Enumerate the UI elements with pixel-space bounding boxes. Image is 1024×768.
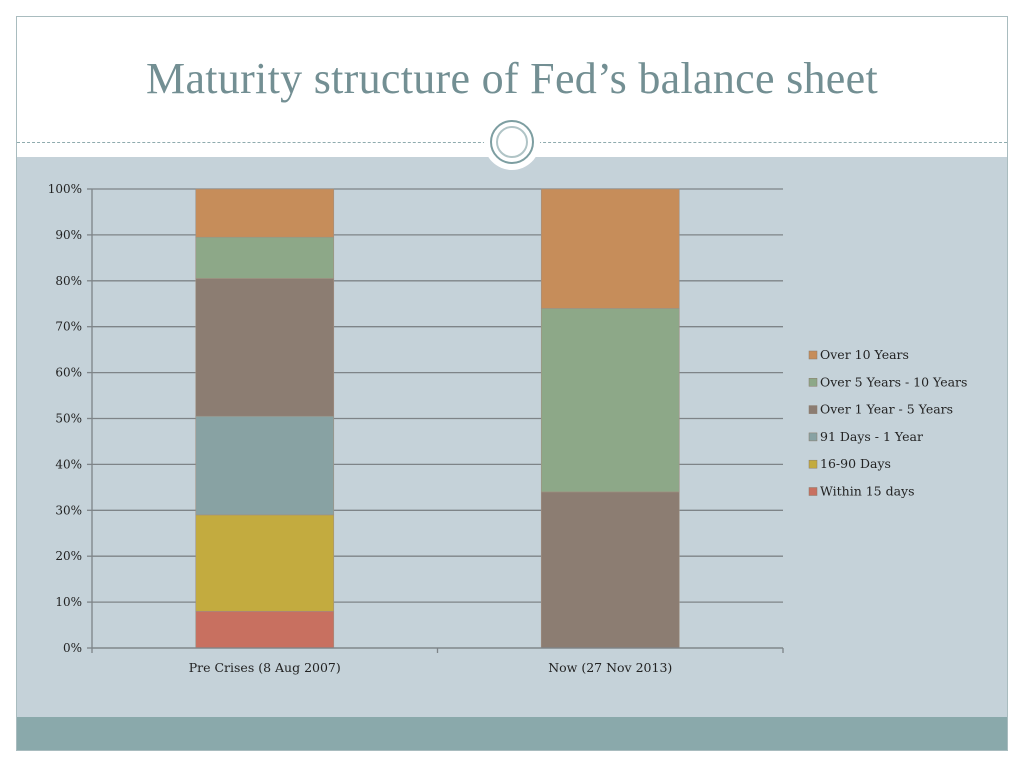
y-tick-label: 20%	[55, 549, 82, 563]
bar-segment	[195, 278, 335, 417]
stacked-bar-chart: 0% 10% 20% 30% 40% 50% 60% 70% 80% 90% 100% Pre Cri…	[48, 182, 968, 675]
legend-swatch	[808, 459, 818, 469]
legend-swatch	[808, 405, 818, 414]
legend-label: Over 10 Years	[820, 347, 909, 362]
y-tick-label: 70%	[55, 320, 82, 334]
legend-label: Over 1 Year - 5 Years	[820, 402, 953, 417]
bar-segment	[195, 236, 335, 279]
y-tick-label: 40%	[55, 457, 82, 471]
bar-segment	[195, 415, 335, 516]
y-tick-label: 100%	[48, 182, 82, 196]
y-tick-label: 80%	[55, 274, 82, 288]
legend-swatch	[808, 378, 818, 387]
legend-label: 91 Days - 1 Year	[820, 429, 923, 444]
bar-segment	[195, 610, 335, 649]
legend-swatch	[808, 432, 818, 442]
slide-title: Maturity structure of Fed’s balance shee…	[146, 54, 878, 103]
content-area	[17, 157, 1007, 717]
bar-segment	[195, 188, 335, 238]
legend-label: 16-90 Days	[820, 456, 891, 471]
x-category-label: Now (27 Nov 2013)	[548, 660, 672, 675]
y-tick-label: 0%	[63, 641, 82, 655]
y-tick-label: 90%	[55, 228, 82, 242]
bottom-band	[17, 717, 1007, 750]
y-tick-label: 30%	[55, 503, 82, 517]
bar-segment	[540, 491, 680, 649]
slide: Maturity structure of Fed’s balance shee…	[16, 16, 1008, 751]
legend-label: Within 15 days	[820, 484, 915, 499]
y-tick-label: 60%	[55, 366, 82, 380]
legend-swatch	[808, 350, 818, 360]
legend-label: Over 5 Years - 10 Years	[820, 374, 967, 389]
y-tick-label: 50%	[55, 412, 82, 426]
circle-ornament-icon	[484, 114, 540, 170]
legend-swatch	[808, 487, 818, 496]
bar-segment	[195, 514, 335, 612]
y-tick-label: 10%	[55, 595, 82, 609]
bar-segment	[540, 308, 680, 493]
x-category-label: Pre Crises (8 Aug 2007)	[189, 660, 341, 675]
bar-segment	[540, 188, 680, 309]
